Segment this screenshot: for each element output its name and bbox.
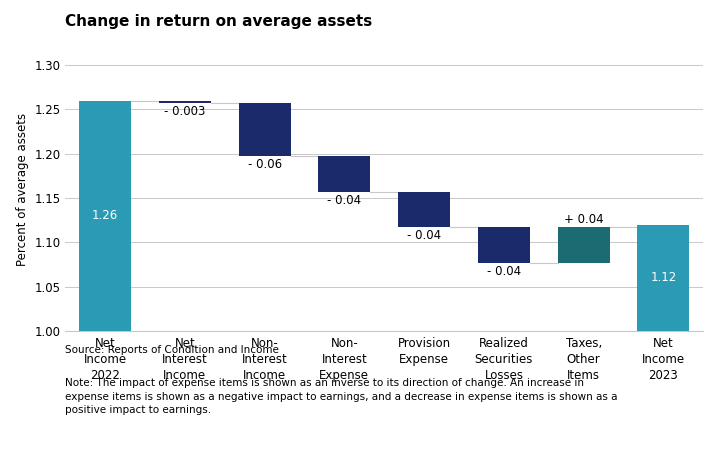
Text: Note: The impact of expense items is shown as an inverse to its direction of cha: Note: The impact of expense items is sho…: [65, 378, 618, 415]
Bar: [558, 228, 610, 263]
Text: - 0.04: - 0.04: [486, 264, 521, 278]
Text: - 0.003: - 0.003: [164, 105, 206, 118]
Text: - 0.04: - 0.04: [327, 193, 362, 207]
Text: - 0.06: - 0.06: [247, 158, 282, 171]
Bar: [239, 103, 291, 157]
Bar: [159, 101, 211, 103]
Bar: [398, 192, 450, 228]
Text: Change in return on average assets: Change in return on average assets: [65, 14, 373, 29]
Bar: [637, 225, 689, 331]
Text: Source: Reports of Condition and Income: Source: Reports of Condition and Income: [65, 345, 279, 355]
Bar: [478, 228, 530, 263]
Y-axis label: Percent of average assets: Percent of average assets: [16, 113, 29, 266]
Text: 1.26: 1.26: [92, 210, 118, 222]
Text: + 0.04: + 0.04: [564, 212, 603, 226]
Text: - 0.04: - 0.04: [407, 229, 442, 242]
Bar: [79, 101, 131, 331]
Bar: [318, 157, 370, 192]
Text: 1.12: 1.12: [650, 272, 676, 284]
